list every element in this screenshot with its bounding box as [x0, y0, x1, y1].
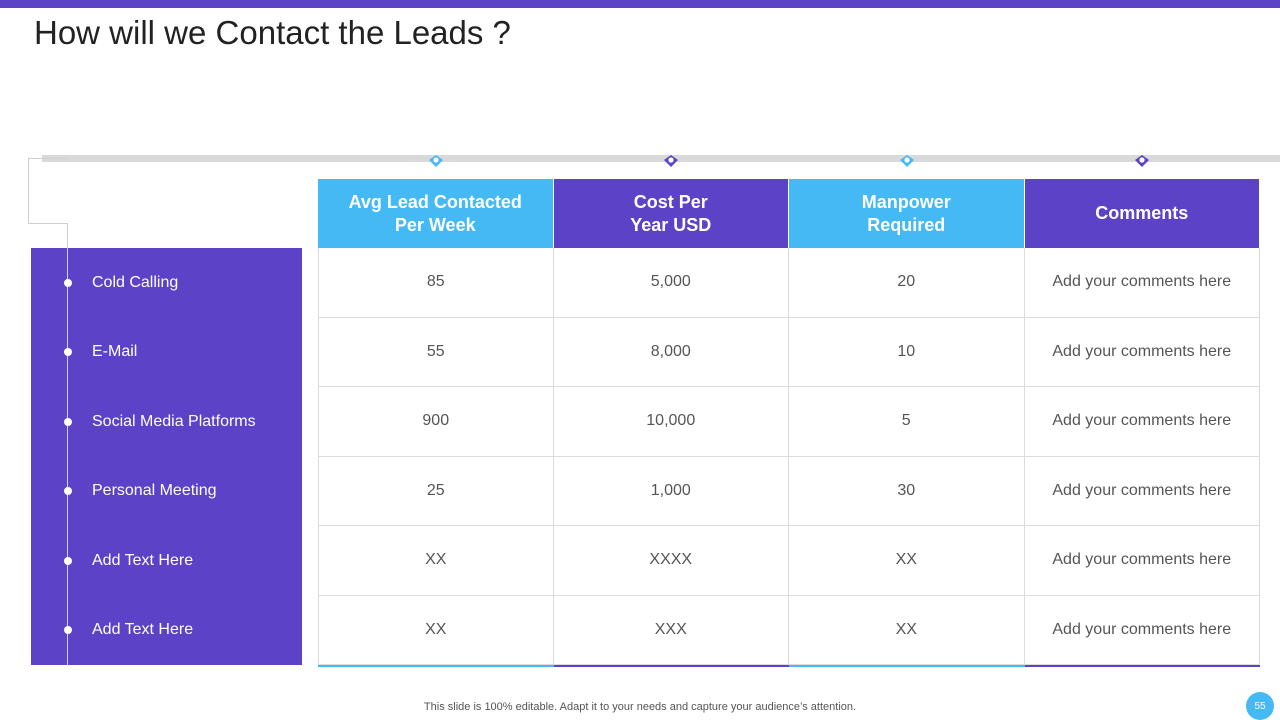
column-bottom-accent [789, 665, 1025, 667]
column-bottom-accent [318, 665, 554, 667]
table-cell: 5 [789, 387, 1025, 457]
table-cell: Add your comments here [1024, 595, 1260, 665]
table-cell: 5,000 [553, 248, 789, 318]
column-header: Avg Lead Contacted Per Week [318, 179, 554, 248]
table-row: 85 5,000 20 Add your comments here [318, 248, 1260, 318]
table-cell: Add your comments here [1024, 526, 1260, 596]
sidebar-item: Add Text Here [31, 526, 302, 596]
table-body: 85 5,000 20 Add your comments here 55 8,000 10… [318, 248, 1260, 665]
column-bottom-accent [553, 665, 789, 667]
sidebar-item: E-Mail [31, 318, 302, 388]
table-row: XX XXXX XX Add your comments here [318, 526, 1260, 596]
sidebar-item-label: Cold Calling [92, 273, 179, 291]
sidebar-item-label: Personal Meeting [92, 482, 217, 500]
rail-marker-icon [1135, 155, 1150, 167]
rail-marker-icon [664, 155, 679, 167]
timeline-dot [64, 348, 72, 357]
column-header: Manpower Required [789, 179, 1025, 248]
column-header-line: Comments [1095, 203, 1189, 223]
slide-title: How will we Contact the Leads ? [34, 14, 511, 51]
column-header-line: Year USD [630, 214, 712, 235]
table-cell: 10,000 [553, 387, 789, 457]
sidebar-item: Personal Meeting [31, 457, 302, 527]
page-number-badge: 55 [1246, 692, 1274, 720]
column-header-line: Cost Per [633, 191, 708, 212]
timeline-dot [64, 556, 72, 565]
table-cell: XX [789, 595, 1025, 665]
rail-marker-icon [428, 155, 443, 167]
table-cell: XXX [553, 595, 789, 665]
table-cell: XX [318, 526, 554, 596]
sidebar-item-label: Add Text Here [92, 551, 194, 569]
table-cell: 900 [318, 387, 554, 457]
table-row: 25 1,000 30 Add your comments here [318, 456, 1260, 526]
connector-elbow [28, 158, 68, 224]
timeline-dot [64, 278, 72, 287]
table-cell: Add your comments here [1024, 317, 1260, 387]
table-cell: 30 [789, 456, 1025, 526]
table-cell: XX [789, 526, 1025, 596]
table-cell: XX [318, 595, 554, 665]
table-cell: 55 [318, 317, 554, 387]
column-header-line: Manpower [861, 191, 951, 212]
timeline-line [67, 248, 68, 665]
table-cell: 8,000 [553, 317, 789, 387]
table-cell: Add your comments here [1024, 248, 1260, 318]
column-header-line: Per Week [394, 214, 476, 235]
connector-stem [67, 223, 68, 249]
rail-marker-icon [899, 155, 914, 167]
table-bottom-accent [318, 665, 1260, 667]
table-cell: 85 [318, 248, 554, 318]
column-header: Comments [1024, 179, 1260, 248]
column-header-line: Required [867, 214, 946, 235]
sidebar-item-label: Social Media Platforms [92, 412, 256, 430]
table-cell: Add your comments here [1024, 456, 1260, 526]
table-cell: XXXX [553, 526, 789, 596]
lead-contact-table: Avg Lead Contacted Per Week Cost Per Year U… [318, 179, 1260, 667]
timeline-dot [64, 417, 72, 426]
table-cell: 20 [789, 248, 1025, 318]
sidebar-item: Cold Calling [31, 248, 302, 318]
column-header: Cost Per Year USD [553, 179, 789, 248]
timeline-dot [64, 626, 72, 635]
sidebar-item-label: E-Mail [92, 343, 138, 361]
sidebar-item: Social Media Platforms [31, 387, 302, 457]
table-row: XX XXX XX Add your comments here [318, 595, 1260, 665]
table-row: 900 10,000 5 Add your comments here [318, 387, 1260, 457]
sidebar-item-label: Add Text Here [92, 621, 194, 639]
sidebar-item: Add Text Here [31, 596, 302, 666]
lead-channel-sidebar: Cold Calling E-Mail Social Media Platforms… [31, 248, 302, 665]
top-accent-bar [0, 0, 1280, 8]
footer-note: This slide is 100% editable. Adapt it to… [423, 701, 857, 713]
table-header-row: Avg Lead Contacted Per Week Cost Per Year U… [318, 179, 1260, 248]
table-cell: 25 [318, 456, 554, 526]
table-row: 55 8,000 10 Add your comments here [318, 317, 1260, 387]
table-cell: Add your comments here [1024, 387, 1260, 457]
column-bottom-accent [1024, 665, 1260, 667]
timeline-dot [64, 487, 72, 496]
table-cell: 1,000 [553, 456, 789, 526]
column-header-line: Avg Lead Contacted [348, 191, 522, 212]
table-cell: 10 [789, 317, 1025, 387]
header-rail [42, 155, 1280, 162]
